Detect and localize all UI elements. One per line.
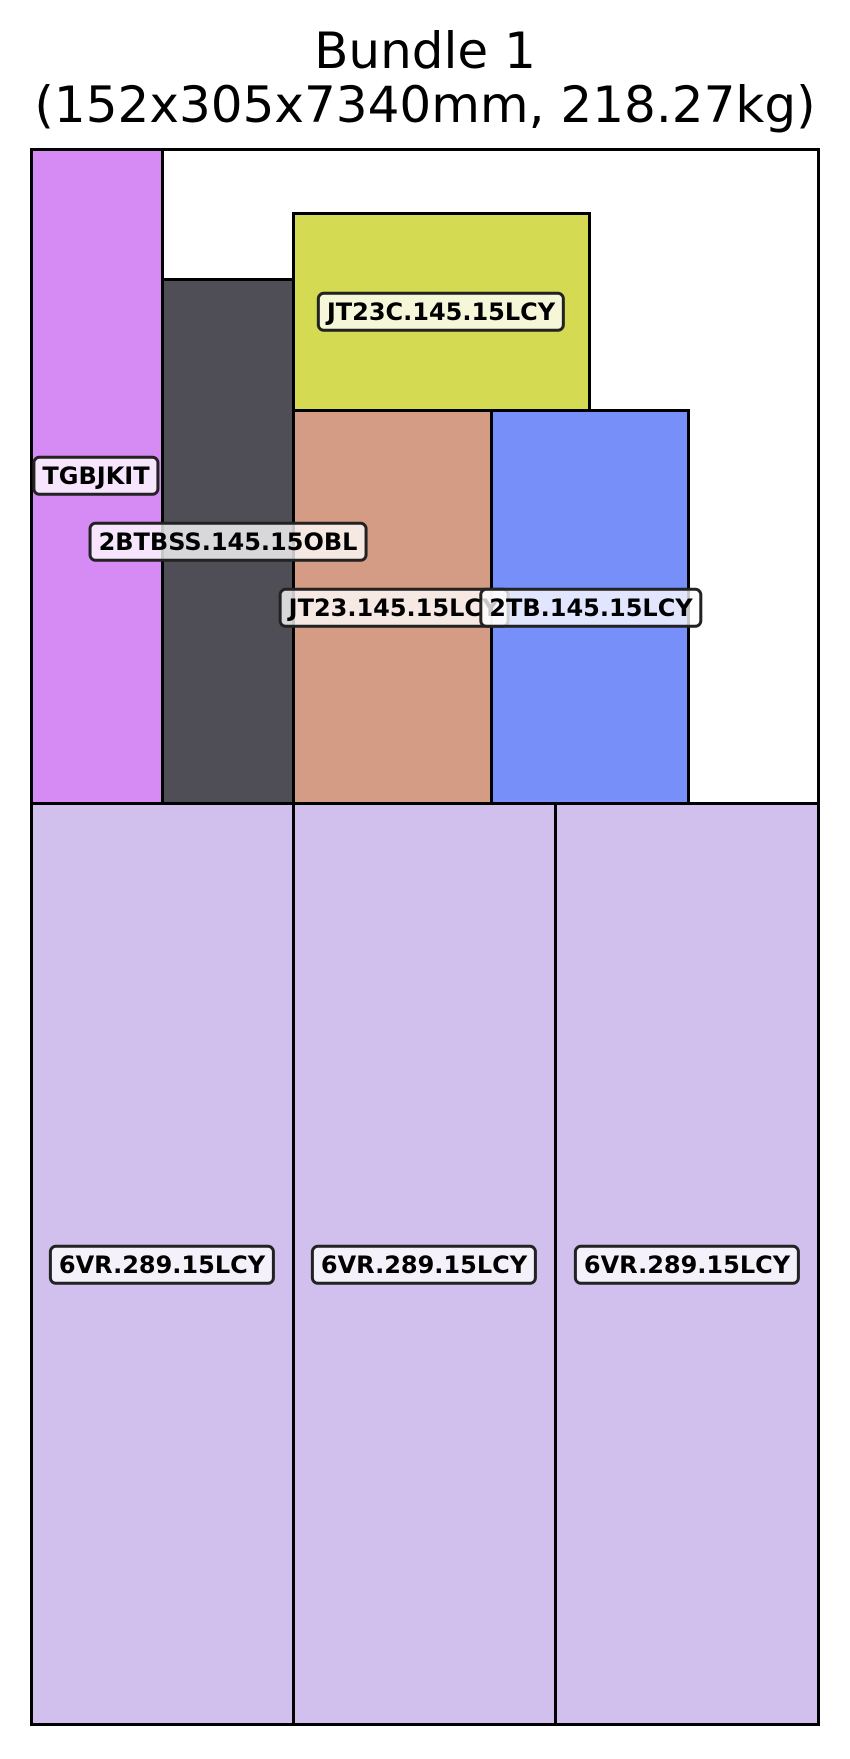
diagram-title: Bundle 1	[314, 22, 536, 80]
label-6vr-2: 6VR.289.15LCY	[310, 1244, 538, 1286]
label-2btbss: 2BTBSS.145.15OBL	[88, 521, 368, 563]
diagram-subtitle: (152x305x7340mm, 218.27kg)	[34, 76, 816, 134]
label-tgbjkit: TGBJKIT	[32, 455, 160, 497]
label-6vr-1: 6VR.289.15LCY	[48, 1244, 276, 1286]
label-jt23c: JT23C.145.15LCY	[316, 291, 566, 333]
label-jt23: JT23.145.15LCY	[278, 587, 510, 629]
label-2tb: 2TB.145.15LCY	[479, 587, 703, 629]
label-6vr-3: 6VR.289.15LCY	[573, 1244, 801, 1286]
